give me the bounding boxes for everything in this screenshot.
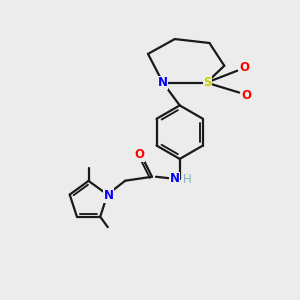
Text: N: N bbox=[158, 76, 168, 89]
Text: N: N bbox=[170, 172, 180, 185]
Text: O: O bbox=[241, 89, 251, 102]
Text: H: H bbox=[183, 173, 192, 186]
Text: N: N bbox=[103, 189, 113, 202]
Text: O: O bbox=[239, 61, 249, 74]
Text: O: O bbox=[134, 148, 144, 161]
Text: S: S bbox=[203, 76, 212, 89]
